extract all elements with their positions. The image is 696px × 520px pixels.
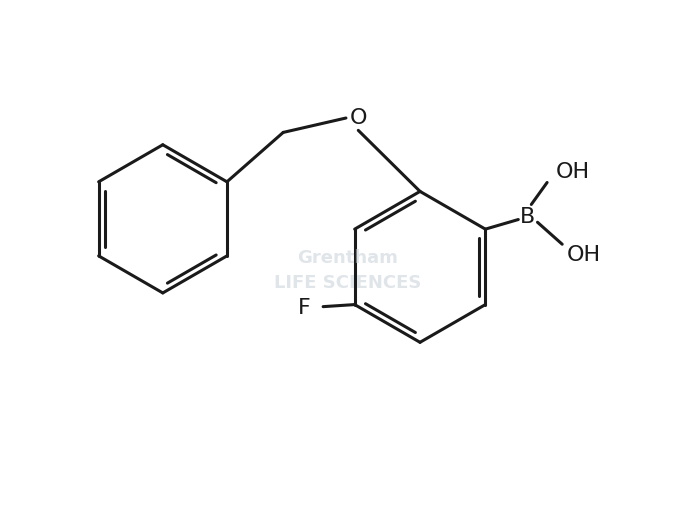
Text: OH: OH (555, 162, 590, 181)
Text: OH: OH (567, 245, 601, 265)
Text: F: F (298, 298, 310, 318)
Text: O: O (349, 108, 367, 128)
Text: B: B (521, 207, 535, 227)
Text: Grentham
LIFE SCIENCES: Grentham LIFE SCIENCES (274, 249, 422, 292)
